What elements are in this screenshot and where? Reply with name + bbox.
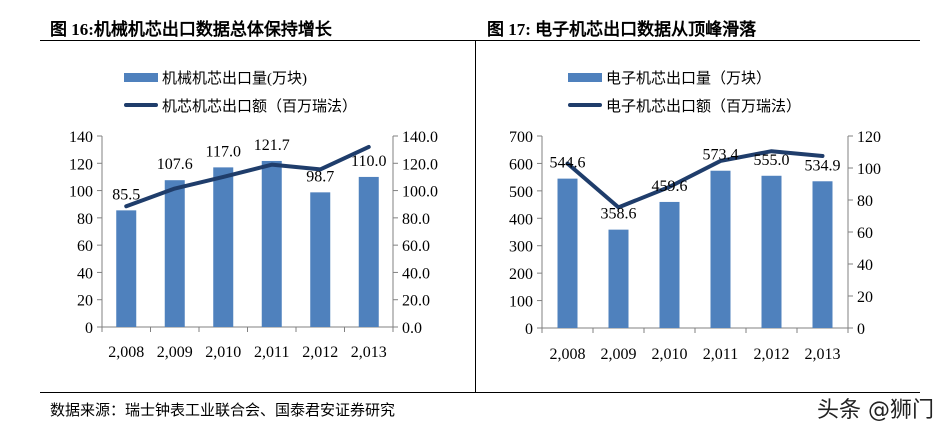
right-tick-label: 60.0: [402, 238, 430, 255]
bar: [812, 181, 833, 328]
legend-bar-swatch: [568, 72, 602, 82]
right-tick-label: 20.0: [402, 293, 430, 310]
bar: [710, 170, 731, 328]
chart-1-legend: 机械机芯出口量(万块) 机芯机芯出口额（百万瑞法）: [124, 63, 357, 119]
legend-item-bar: 电子机芯出口量（万块）: [568, 63, 801, 91]
x-tick-label: 2,009: [157, 344, 193, 361]
bottom-rule: [40, 392, 920, 393]
x-tick-label: 2,010: [205, 344, 241, 361]
bar: [608, 229, 629, 328]
legend-label: 电子机芯出口量（万块）: [606, 70, 772, 87]
bar: [261, 160, 282, 327]
left-tick-label: 120: [69, 156, 93, 173]
right-tick-label: 140.0: [402, 129, 438, 146]
x-tick-label: 2,008: [550, 346, 586, 363]
right-tick-label: 40.0: [402, 265, 430, 282]
x-tick-label: 2,013: [351, 344, 387, 361]
x-tick-label: 2,011: [254, 344, 289, 361]
bar: [557, 178, 578, 328]
right-tick-label: 0: [857, 321, 865, 338]
x-tick-label: 2,011: [703, 346, 738, 363]
bar-data-label: 534.9: [805, 157, 841, 174]
bar: [358, 176, 379, 327]
x-tick-label: 2,009: [601, 346, 637, 363]
bar: [310, 192, 331, 327]
bar-data-label: 121.7: [254, 137, 290, 154]
bar-data-label: 358.6: [601, 206, 637, 223]
left-tick-label: 400: [509, 211, 533, 228]
legend-item-bar: 机械机芯出口量(万块): [124, 63, 357, 91]
left-tick-label: 700: [509, 129, 533, 146]
right-tick-label: 80.0: [402, 211, 430, 228]
bar: [659, 201, 680, 328]
legend-item-line: 机芯机芯出口额（百万瑞法）: [124, 91, 357, 119]
top-rule: [40, 40, 920, 41]
left-tick-label: 200: [509, 266, 533, 283]
left-tick-label: 600: [509, 156, 533, 173]
x-tick-label: 2,012: [754, 346, 790, 363]
left-tick-label: 40: [77, 265, 93, 282]
left-tick-label: 100: [69, 184, 93, 201]
bar: [213, 167, 234, 327]
legend-label: 电子机芯出口额（百万瑞法）: [606, 98, 802, 115]
legend-line-swatch: [124, 103, 158, 107]
legend-item-line: 电子机芯出口额（百万瑞法）: [568, 91, 801, 119]
left-tick-label: 20: [77, 293, 93, 310]
bar-data-label: 107.6: [157, 156, 193, 173]
right-tick-label: 20: [857, 289, 873, 306]
source-note: 数据来源：瑞士钟表工业联合会、国泰君安证券研究: [50, 403, 396, 419]
bar-data-label: 85.5: [112, 186, 140, 203]
right-tick-label: 80: [857, 193, 873, 210]
right-tick-label: 40: [857, 257, 873, 274]
chart-2-title: 图 17: 电子机芯出口数据从顶峰滑落: [487, 20, 757, 39]
x-tick-label: 2,010: [652, 346, 688, 363]
bar: [761, 175, 782, 328]
bar-data-label: 459.6: [652, 178, 688, 195]
left-tick-label: 60: [77, 238, 93, 255]
legend-bar-swatch: [124, 72, 158, 82]
bar-data-label: 555.0: [754, 152, 790, 169]
legend-label: 机芯机芯出口额（百万瑞法）: [162, 98, 358, 115]
right-tick-label: 100.0: [402, 184, 438, 201]
bar: [116, 210, 137, 327]
bar-data-label: 573.4: [703, 147, 739, 164]
right-tick-label: 120.0: [402, 156, 438, 173]
right-tick-label: 0.0: [402, 320, 422, 337]
left-tick-label: 0: [525, 321, 533, 338]
bar-data-label: 110.0: [351, 153, 386, 170]
bar-data-label: 544.6: [550, 155, 586, 172]
bar-data-label: 98.7: [306, 168, 334, 185]
watermark: 头条 @狮门: [817, 398, 934, 423]
right-tick-label: 60: [857, 225, 873, 242]
chart-2-legend: 电子机芯出口量（万块） 电子机芯出口额（百万瑞法）: [568, 63, 801, 119]
line-series: [565, 149, 825, 210]
bar-data-label: 117.0: [206, 143, 241, 160]
left-tick-label: 300: [509, 239, 533, 256]
right-tick-label: 100: [857, 161, 881, 178]
panel-divider: [475, 40, 476, 392]
x-tick-label: 2,013: [805, 346, 841, 363]
line-series: [124, 144, 371, 209]
left-tick-label: 80: [77, 211, 93, 228]
right-tick-label: 120: [857, 129, 881, 146]
legend-label: 机械机芯出口量(万块): [162, 70, 307, 87]
left-tick-label: 500: [509, 184, 533, 201]
legend-line-swatch: [568, 103, 602, 107]
x-tick-label: 2,008: [108, 344, 144, 361]
left-tick-label: 0: [85, 320, 93, 337]
bar: [164, 180, 185, 327]
chart-1-title: 图 16:机械机芯出口数据总体保持增长: [50, 20, 332, 39]
left-tick-label: 100: [509, 294, 533, 311]
x-tick-label: 2,012: [302, 344, 338, 361]
left-tick-label: 140: [69, 129, 93, 146]
